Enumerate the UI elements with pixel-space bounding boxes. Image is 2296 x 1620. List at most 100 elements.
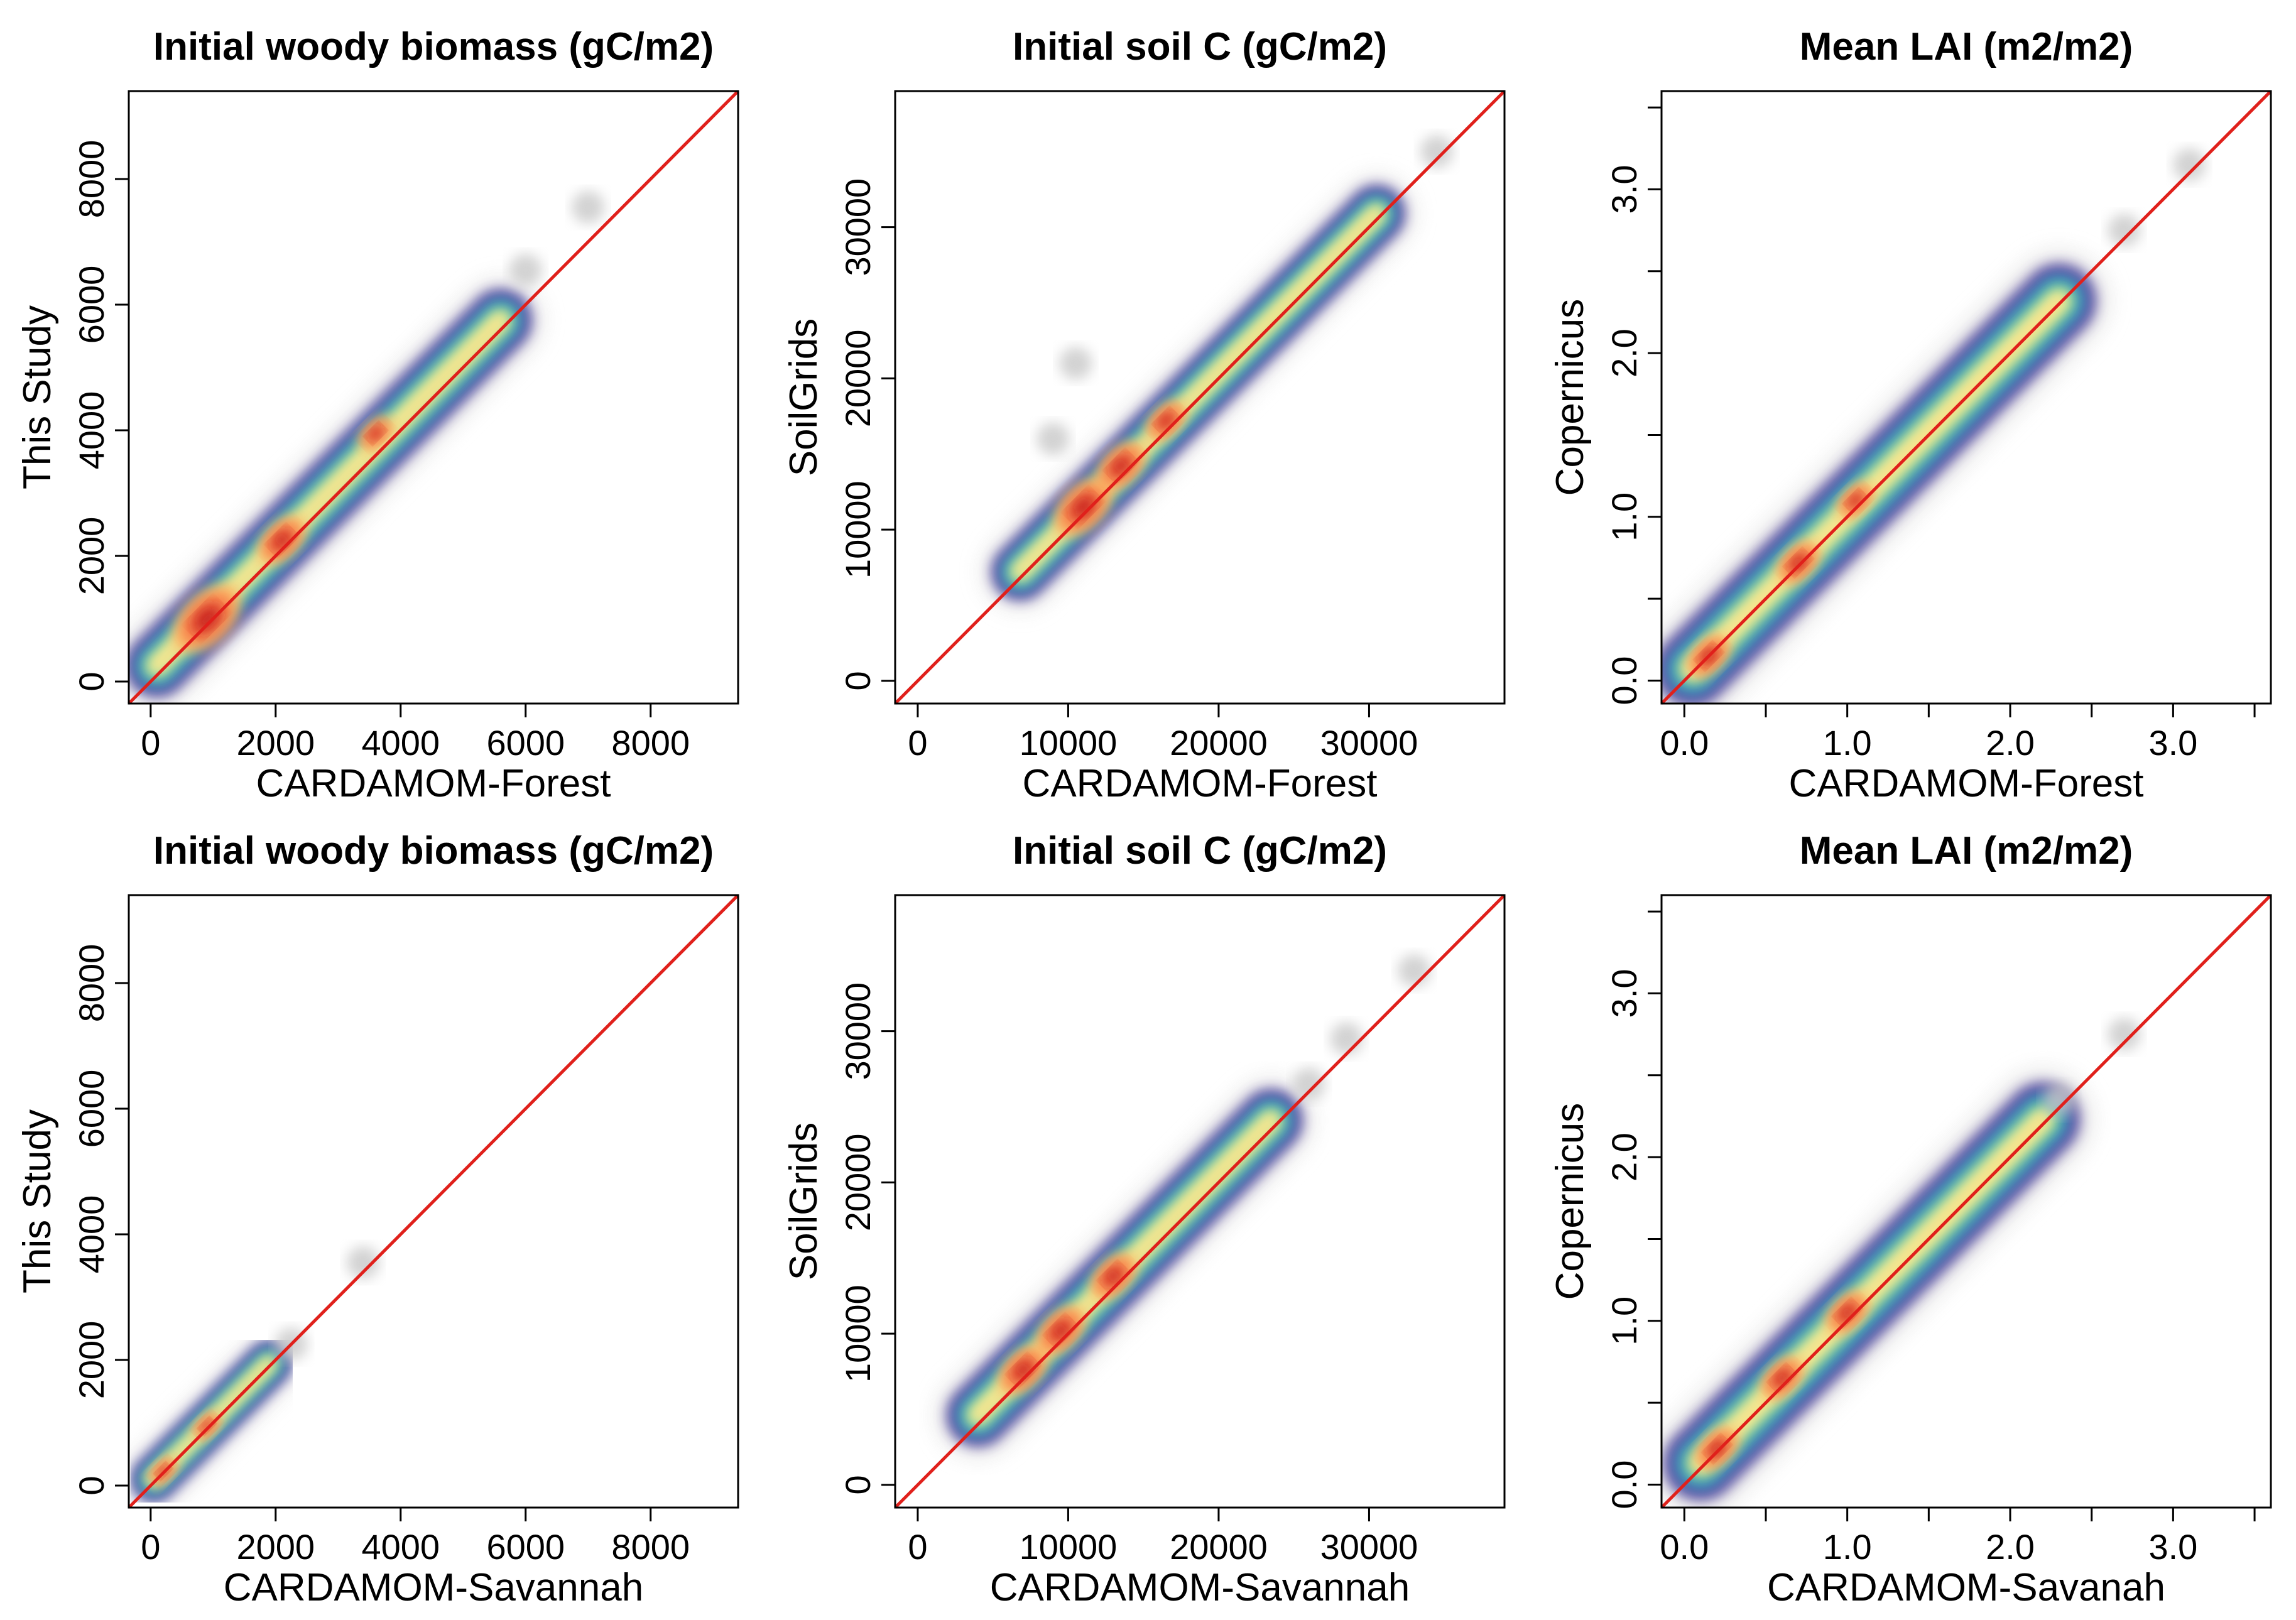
panel-4: Initial woody biomass (gC/m2) 0 2000 4000 60…	[16, 829, 739, 1609]
y-tick-label: 0	[838, 1475, 878, 1494]
y-tick-label: 0.0	[1604, 656, 1644, 705]
x-tick-label: 0	[908, 723, 927, 763]
outlier-point	[1398, 954, 1431, 987]
x-tick-label: 3.0	[2148, 723, 2197, 763]
x-axis-label: CARDAMOM-Savannah	[224, 1566, 643, 1609]
outlier-point	[2042, 1083, 2076, 1116]
density-band	[1685, 293, 2066, 677]
plot-frame	[894, 90, 1506, 705]
x-axis-label: CARDAMOM-Savanah	[1767, 1566, 2165, 1609]
density-cloud	[1662, 1018, 2141, 1508]
density-cloud	[980, 135, 1454, 612]
x-tick-label: 30000	[1320, 723, 1418, 763]
y-axis-label: Copernicus	[1548, 1103, 1592, 1300]
density-cloud	[129, 191, 605, 704]
outlier-point	[2108, 214, 2141, 247]
x-tick-label: 2000	[237, 723, 315, 763]
density-cloud	[1662, 148, 2206, 704]
x-tick-label: 1.0	[1823, 1527, 1872, 1567]
y-tick-label: 30000	[838, 178, 878, 276]
plot-frame	[1660, 90, 2272, 705]
x-tick-label: 0.0	[1660, 1527, 1709, 1567]
x-tick-label: 20000	[1170, 723, 1268, 763]
y-tick-label: 30000	[838, 982, 878, 1080]
x-tick-label: 6000	[486, 723, 565, 763]
y-tick-label: 8000	[72, 944, 111, 1023]
x-tick-label: 0.0	[1660, 723, 1709, 763]
y-tick-label: 20000	[838, 1134, 878, 1232]
y-tick-label: 10000	[838, 1285, 878, 1383]
x-tick-label: 4000	[361, 723, 440, 763]
x-tick-label: 8000	[611, 1527, 690, 1567]
y-tick-label: 6000	[72, 266, 111, 344]
y-axis-label: SoilGrids	[782, 1123, 825, 1281]
x-tick-label: 30000	[1320, 1527, 1418, 1567]
density-hotspot	[1790, 554, 1807, 572]
y-tick-label: 2.0	[1604, 329, 1644, 378]
x-tick-label: 0	[908, 1527, 927, 1567]
density-cloud	[129, 1246, 380, 1508]
density-hotspot	[201, 1420, 212, 1432]
x-tick-label: 10000	[1020, 1527, 1118, 1567]
one-to-one-line	[128, 90, 739, 705]
y-tick-label: 3.0	[1604, 165, 1644, 214]
x-axis-label: CARDAMOM-Forest	[1789, 762, 2144, 805]
y-tick-label: 0	[72, 1476, 111, 1495]
y-tick-label: 0.0	[1604, 1460, 1644, 1509]
y-tick-label: 10000	[838, 481, 878, 579]
density-hotspot	[1708, 1440, 1726, 1457]
x-tick-label: 0	[141, 1527, 160, 1567]
plot-frame	[128, 90, 739, 705]
outlier-point	[2173, 148, 2206, 182]
y-tick-label: 1.0	[1604, 492, 1644, 541]
outlier-point	[1059, 347, 1092, 380]
x-tick-label: 1.0	[1823, 723, 1872, 763]
y-tick-label: 6000	[72, 1070, 111, 1148]
density-hotspot	[369, 427, 383, 440]
x-tick-label: 2.0	[1986, 723, 2035, 763]
x-axis-label: CARDAMOM-Savannah	[990, 1566, 1410, 1609]
one-to-one-line	[894, 90, 1506, 705]
y-tick-label: 4000	[72, 1195, 111, 1274]
x-tick-label: 0	[141, 723, 160, 763]
outlier-point	[1330, 1022, 1363, 1055]
y-tick-label: 0	[838, 671, 878, 690]
plot-frame	[1660, 894, 2272, 1509]
panel-1: Initial woody biomass (gC/m2) 0 2000 4000 60…	[16, 25, 739, 805]
density-band	[1694, 1112, 2050, 1471]
x-tick-label: 2.0	[1986, 1527, 2035, 1567]
y-axis-label: SoilGrids	[782, 318, 825, 477]
y-tick-label: 1.0	[1604, 1297, 1644, 1345]
density-hotspot	[193, 605, 220, 633]
density-cloud	[934, 954, 1431, 1459]
panel-title: Initial soil C (gC/m2)	[1013, 829, 1387, 873]
panel-5: Initial soil C (gC/m2) 0 10000 20000 30000 0 1…	[782, 829, 1506, 1609]
panel-title: Initial soil C (gC/m2)	[1013, 25, 1387, 68]
outlier-point	[1292, 1067, 1325, 1101]
panel-title: Mean LAI (m2/m2)	[1800, 829, 2133, 873]
panel-3: Mean LAI (m2/m2) 0.0 1.0 2.0 3.0 0.0 1.0 2.0 3.0…	[1548, 25, 2272, 805]
panel-title: Initial woody biomass (gC/m2)	[153, 829, 714, 873]
outlier-point	[1420, 135, 1454, 168]
one-to-one-line	[1660, 90, 2272, 705]
outlier-point	[572, 191, 605, 224]
y-tick-label: 2000	[72, 517, 111, 595]
x-tick-label: 8000	[611, 723, 690, 763]
density-hotspot	[1104, 1267, 1123, 1286]
y-tick-label: 3.0	[1604, 969, 1644, 1018]
one-to-one-line	[1660, 894, 2272, 1509]
plot-frame	[128, 894, 739, 1509]
outlier-point	[1036, 422, 1070, 455]
y-tick-label: 8000	[72, 140, 111, 219]
density-hotspot	[1071, 495, 1095, 519]
x-tick-label: 3.0	[2148, 1527, 2197, 1567]
x-tick-label: 4000	[361, 1527, 440, 1567]
y-tick-label: 20000	[838, 330, 878, 428]
y-axis-label: This Study	[16, 1109, 59, 1293]
outlier-point	[347, 1246, 380, 1279]
x-tick-label: 6000	[486, 1527, 565, 1567]
y-tick-label: 0	[72, 671, 111, 691]
outlier-point	[509, 254, 542, 286]
x-tick-label: 20000	[1170, 1527, 1268, 1567]
